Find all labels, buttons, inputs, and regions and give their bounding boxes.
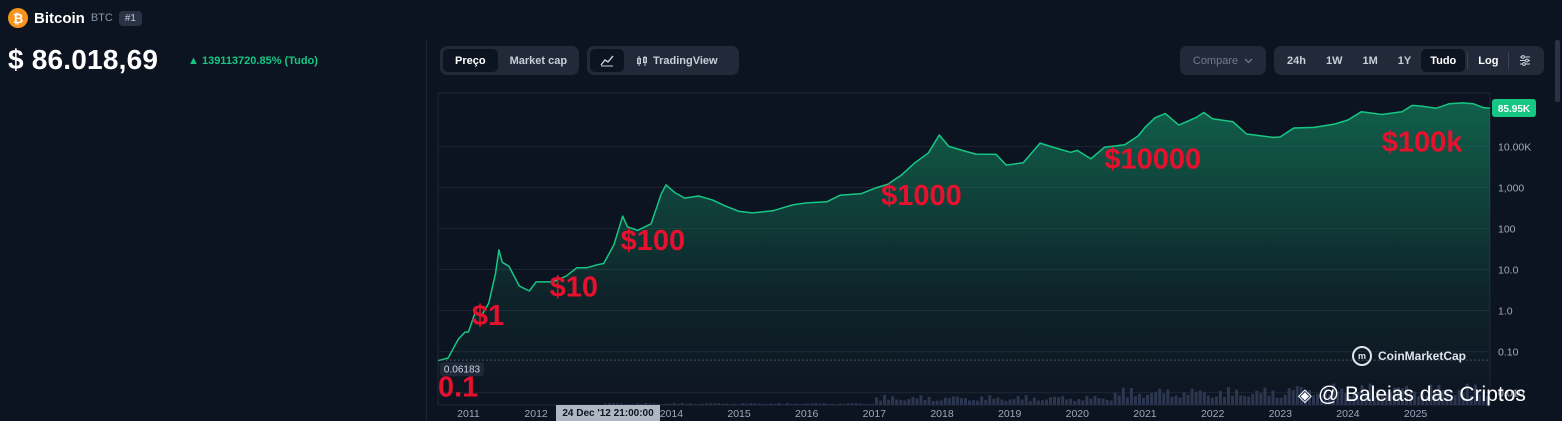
range-divider [1467,52,1469,69]
current-price: $ 86.018,69 [8,44,159,75]
log-scale-toggle[interactable]: Log [1478,54,1499,67]
start-value-badge-bg [440,362,484,377]
y-tick-label: 1,000 [1498,182,1524,194]
price-area-fill [438,102,1490,406]
price-milestone-label: $100k [1382,127,1464,159]
page-scrollbar[interactable] [1555,40,1560,102]
x-tick-label: 2025 [1404,408,1428,420]
sliders-icon [1520,55,1531,66]
chart-settings-button[interactable] [1511,49,1539,72]
tradingview-label: TradingView [653,54,718,67]
last-value-badge [1492,99,1536,118]
x-tick-label: 2016 [795,408,819,420]
price-milestone-label: $10000 [1104,143,1201,175]
coin-name: Bitcoin [34,9,85,27]
x-tick-label: 2011 [457,408,480,420]
y-tick-label: 0.10 [1498,347,1519,359]
compare-dropdown[interactable]: Compare [1180,46,1266,75]
panel-divider [426,40,427,421]
y-tick-label: 10.00K [1498,141,1531,153]
binance-diamond-icon: ◈ [1298,384,1312,405]
start-value-label: 0.06183 [444,365,481,376]
x-tick-label: 2024 [1336,408,1360,420]
author-label: @ Baleias das Criptos [1317,383,1526,406]
price-series-line [437,102,1491,362]
range-all[interactable]: Tudo [1421,49,1466,72]
rank-badge: #1 [118,10,142,26]
range-1y[interactable]: 1Y [1397,54,1412,67]
y-axis: 10.00K 1,000 100 10.0 1.0 0.10 0.010 [1498,141,1531,399]
coinmarketcap-logo-icon: m [1352,346,1372,366]
price-milestone-label: $10 [550,272,598,304]
tab-market-cap[interactable]: Market cap [509,54,568,67]
range-1w[interactable]: 1W [1325,54,1343,67]
y-tick-label: 100 [1498,223,1516,235]
chart-type-tabs: TradingView [587,46,739,75]
bitcoin-logo-icon: ₿ [8,8,28,28]
coinmarketcap-watermark: m CoinMarketCap [1352,346,1466,366]
x-tick-label: 2014 [660,408,684,420]
x-tick-label: 2023 [1269,408,1293,420]
price-milestone-label: $1000 [881,180,962,212]
x-tick-label: 2017 [863,408,887,420]
coinmarketcap-label: CoinMarketCap [1378,349,1467,363]
tradingview-button[interactable]: TradingView [624,49,730,72]
line-chart-button[interactable] [590,49,624,72]
x-tick-label: 2015 [727,408,751,420]
range-divider [1508,52,1510,69]
candlestick-icon [637,55,647,66]
coin-symbol: BTC [90,12,113,24]
crosshair-date-badge [556,405,660,421]
compare-label: Compare [1192,54,1239,67]
price-milestone-label: 0.1 [438,372,478,404]
x-tick-label: 2020 [1066,408,1090,420]
range-24h[interactable]: 24h [1287,54,1306,67]
x-tick-label: 2019 [998,408,1022,420]
x-tick-label: 2022 [1201,408,1225,420]
x-tick-label: 2018 [930,408,954,420]
chevron-down-icon [1244,58,1253,63]
range-1m[interactable]: 1M [1362,54,1378,67]
y-tick-label: 0.010 [1498,388,1524,400]
coin-header: ₿ Bitcoin BTC #1 [8,8,142,28]
x-tick-label: 2021 [1133,408,1157,420]
x-tick-label: 2012 [524,408,548,420]
price-change-value: 139113720.85% (Tudo) [201,55,318,67]
y-tick-label: 1.0 [1498,306,1513,318]
tab-price[interactable]: Preço [443,49,498,72]
value-badges: 0.06183 85.95K 24 Dec '12 21:00:00 [440,99,1536,421]
crosshair-date-label: 24 Dec '12 21:00:00 [562,408,654,419]
y-tick-label: 10.0 [1498,265,1519,277]
time-range-tabs: 24h 1W 1M 1Y Tudo Log [1274,46,1544,75]
price-change: ▲ 139113720.85% (Tudo) [188,55,318,67]
last-value-label: 85.95K [1498,104,1531,115]
line-chart-icon [600,55,614,66]
author-watermark: ◈ @ Baleias das Criptos [1298,383,1526,407]
price-milestone-label: $100 [621,225,686,257]
price-milestone-label: $1 [472,300,504,332]
x-axis: 2011 2012 2014 2015 2016 2017 2018 2019 2020 2021… [457,408,1427,420]
price-annotations: 0.1 $1 $10 $100 $1000 $10000 $100k [438,127,1463,404]
metric-tabs: Preço Market cap [440,46,579,75]
